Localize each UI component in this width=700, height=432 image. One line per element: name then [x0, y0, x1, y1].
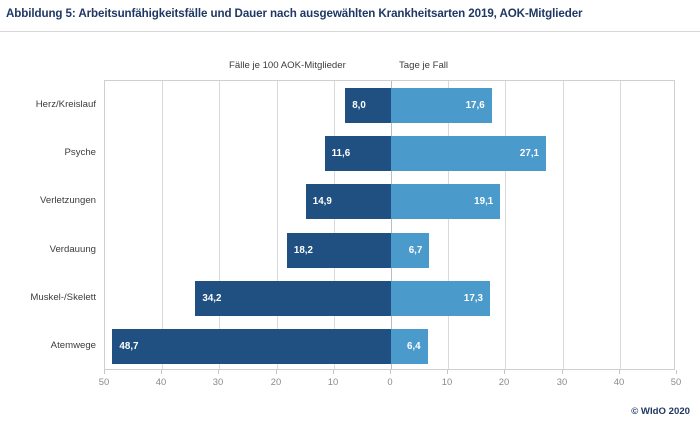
tick-mark — [161, 370, 162, 374]
tick-label: 40 — [155, 376, 167, 387]
tick-label: 0 — [387, 376, 393, 387]
bar-value-label: 34,2 — [202, 293, 222, 304]
category-label-verletzungen: Verletzungen — [39, 195, 96, 207]
bar-value-label: 18,2 — [293, 244, 313, 256]
bar-left-muskel-skelett: 34,2 — [195, 281, 391, 316]
tick-label: 40 — [613, 376, 625, 387]
bar-right-verletzungen: 19,1 — [391, 184, 501, 220]
tick-label: 10 — [441, 376, 453, 387]
tick-mark — [333, 370, 334, 374]
gridline — [563, 81, 564, 369]
gridline-zero — [391, 81, 392, 369]
bar-value-label: 19,1 — [474, 196, 494, 208]
bar-right-verdauung: 6,7 — [391, 232, 430, 268]
bar-row: 8,0 17,6 — [105, 87, 674, 123]
bar-right-herz-kreislauf: 17,6 — [391, 87, 492, 123]
tick-mark — [276, 370, 277, 374]
gridline — [277, 81, 278, 369]
gridline — [219, 81, 220, 369]
bar-left-herz-kreislauf: 8,0 — [345, 87, 391, 123]
gridline — [162, 81, 163, 369]
category-label-psyche: Psyche — [64, 147, 96, 158]
tick-label: 30 — [556, 376, 568, 387]
page-title: Abbildung 5: Arbeitsunfähigkeitsfälle un… — [6, 7, 583, 20]
tick-mark — [447, 370, 448, 374]
gridline — [620, 81, 621, 369]
category-axis: Herz/Kreislauf Psyche Verletzungen Verdauun… — [0, 80, 96, 370]
title-divider — [0, 31, 700, 32]
bar-value-label: 6,4 — [406, 341, 421, 353]
bar-row: 18,2 6,7 — [105, 232, 674, 268]
category-label-muskel-skelett: Muskel-/Skelett — [30, 292, 96, 303]
bar-right-muskel-skelett: 17,3 — [391, 281, 490, 316]
tick-mark — [218, 370, 219, 374]
bar-left-verdauung: 18,2 — [286, 232, 391, 268]
bar-value-label: 6,7 — [408, 244, 423, 256]
series-caption-right: Tage je Fall — [399, 60, 449, 71]
bar-value-label: 8,0 — [352, 99, 366, 111]
bar-row: 34,2 17,3 — [105, 281, 674, 316]
tick-mark — [104, 370, 105, 374]
value-axis: 50 40 30 20 10 0 10 20 30 40 50 — [99, 370, 681, 390]
tick-mark — [676, 370, 677, 374]
category-label-verdauung: Verdauung — [49, 243, 96, 255]
copyright-credit: © WIdO 2020 — [631, 406, 690, 417]
tick-label: 30 — [212, 376, 224, 387]
bar-right-atemwege: 6,4 — [391, 329, 428, 365]
tick-label: 10 — [327, 376, 339, 387]
bar-value-label: 27,1 — [519, 148, 539, 159]
tick-mark — [390, 370, 391, 374]
tick-label: 20 — [270, 376, 282, 387]
bar-left-verletzungen: 14,9 — [305, 184, 391, 220]
bar-value-label: 11,6 — [331, 148, 351, 159]
bar-left-psyche: 11,6 — [324, 136, 391, 171]
tick-label: 20 — [498, 376, 510, 387]
category-label-herz-kreislauf: Herz/Kreislauf — [35, 98, 96, 110]
series-caption-left: Fälle je 100 AOK-Mitglieder — [229, 60, 346, 71]
gridline — [448, 81, 449, 369]
bar-row: 48,7 6,4 — [105, 329, 674, 365]
chart-plot-area: 8,0 17,6 11,6 27,1 14,9 19,1 18,2 6,7 34,2 17,3 48… — [104, 80, 675, 370]
bar-row: 11,6 27,1 — [105, 136, 674, 171]
tick-mark — [504, 370, 505, 374]
bar-right-psyche: 27,1 — [391, 136, 546, 171]
bar-row: 14,9 19,1 — [105, 184, 674, 220]
bar-value-label: 48,7 — [119, 341, 139, 353]
gridline — [334, 81, 335, 369]
bar-value-label: 17,6 — [465, 99, 485, 111]
bar-left-atemwege: 48,7 — [112, 329, 391, 365]
category-label-atemwege: Atemwege — [50, 340, 96, 352]
tick-label: 50 — [670, 376, 682, 387]
bar-value-label: 17,3 — [463, 293, 483, 304]
gridline — [505, 81, 506, 369]
tick-label: 50 — [98, 376, 110, 387]
tick-mark — [619, 370, 620, 374]
tick-mark — [562, 370, 563, 374]
bar-value-label: 14,9 — [312, 196, 332, 208]
